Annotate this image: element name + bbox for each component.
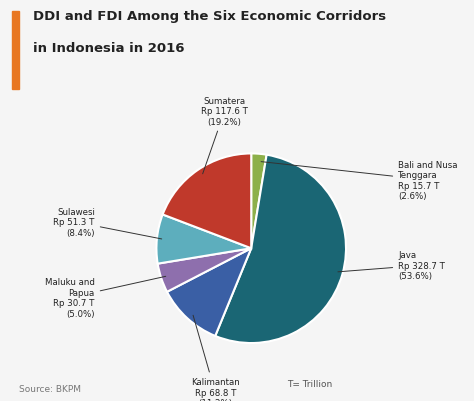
Wedge shape: [158, 249, 251, 292]
Text: in Indonesia in 2016: in Indonesia in 2016: [33, 42, 185, 55]
Text: Sulawesi
Rp 51.3 T
(8.4%): Sulawesi Rp 51.3 T (8.4%): [54, 207, 162, 239]
Text: Source: BKPM: Source: BKPM: [19, 384, 81, 393]
Text: Bali and Nusa
Tenggara
Rp 15.7 T
(2.6%): Bali and Nusa Tenggara Rp 15.7 T (2.6%): [261, 160, 458, 200]
Wedge shape: [167, 249, 251, 336]
Wedge shape: [251, 154, 267, 249]
Text: Kalimantan
Rp 68.8 T
(11.2%): Kalimantan Rp 68.8 T (11.2%): [191, 316, 239, 401]
Text: Java
Rp 328.7 T
(53.6%): Java Rp 328.7 T (53.6%): [338, 251, 445, 281]
Wedge shape: [163, 154, 251, 249]
Text: DDI and FDI Among the Six Economic Corridors: DDI and FDI Among the Six Economic Corri…: [33, 10, 386, 23]
Text: Maluku and
Papua
Rp 30.7 T
(5.0%): Maluku and Papua Rp 30.7 T (5.0%): [45, 277, 166, 318]
Wedge shape: [156, 215, 251, 264]
Text: Sumatera
Rp 117.6 T
(19.2%): Sumatera Rp 117.6 T (19.2%): [201, 97, 248, 174]
Wedge shape: [215, 155, 346, 343]
Text: T= Trillion: T= Trillion: [287, 379, 332, 388]
